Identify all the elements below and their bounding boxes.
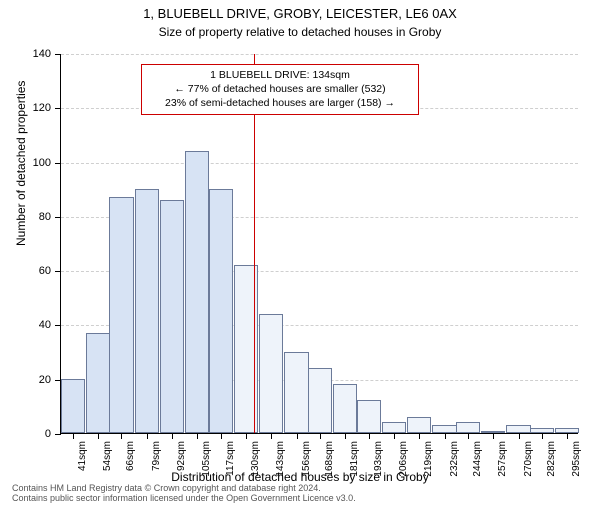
footer-line-2: Contains public sector information licen… <box>12 494 356 504</box>
histogram-bar <box>333 384 357 433</box>
x-tick <box>197 433 198 439</box>
y-axis-title: Number of detached properties <box>14 81 28 246</box>
x-tick <box>271 433 272 439</box>
y-tick <box>55 271 61 272</box>
x-tick <box>345 433 346 439</box>
histogram-bar <box>456 422 480 433</box>
annotation-line-1: 1 BLUEBELL DRIVE: 134sqm <box>148 68 412 82</box>
y-tick-label: 80 <box>39 211 51 223</box>
histogram-bar <box>407 417 431 433</box>
x-tick-label: 79sqm <box>151 441 162 471</box>
y-tick-label: 20 <box>39 374 51 386</box>
x-tick <box>369 433 370 439</box>
y-tick <box>55 217 61 218</box>
plot-area: 02040608010012014041sqm54sqm66sqm79sqm92… <box>60 54 578 434</box>
y-tick-label: 100 <box>33 157 51 169</box>
histogram-bar <box>86 333 110 433</box>
histogram-bar <box>209 189 233 433</box>
page-title: 1, BLUEBELL DRIVE, GROBY, LEICESTER, LE6… <box>0 6 600 23</box>
x-tick <box>320 433 321 439</box>
x-tick <box>98 433 99 439</box>
x-tick-label: 54sqm <box>102 441 113 471</box>
histogram-bar <box>308 368 332 433</box>
x-tick <box>246 433 247 439</box>
y-tick <box>55 163 61 164</box>
x-tick <box>297 433 298 439</box>
gridline <box>61 163 578 164</box>
x-tick <box>468 433 469 439</box>
y-tick <box>55 54 61 55</box>
y-tick-label: 140 <box>33 48 51 60</box>
x-tick <box>493 433 494 439</box>
histogram-bar <box>432 425 456 433</box>
x-tick <box>542 433 543 439</box>
y-tick <box>55 108 61 109</box>
histogram-bar <box>109 197 133 433</box>
gridline <box>61 54 578 55</box>
x-tick <box>519 433 520 439</box>
x-tick-label: 92sqm <box>176 441 187 471</box>
histogram-bar <box>61 379 85 433</box>
x-tick <box>172 433 173 439</box>
footer-attribution: Contains HM Land Registry data © Crown c… <box>12 484 356 504</box>
x-tick <box>394 433 395 439</box>
x-tick-label: 41sqm <box>77 441 88 471</box>
page-subtitle: Size of property relative to detached ho… <box>0 25 600 39</box>
histogram-bar <box>185 151 209 433</box>
x-tick <box>567 433 568 439</box>
x-tick <box>121 433 122 439</box>
histogram-bar <box>506 425 530 433</box>
x-tick-label: 66sqm <box>125 441 136 471</box>
x-tick <box>445 433 446 439</box>
y-tick <box>55 434 61 435</box>
annotation-line-3: 23% of semi-detached houses are larger (… <box>148 96 412 110</box>
x-tick <box>147 433 148 439</box>
x-tick <box>221 433 222 439</box>
histogram-bar <box>382 422 406 433</box>
histogram-bar <box>259 314 283 433</box>
y-tick <box>55 325 61 326</box>
annotation-box: 1 BLUEBELL DRIVE: 134sqm← 77% of detache… <box>141 64 419 115</box>
histogram-bar <box>357 400 381 433</box>
x-tick <box>73 433 74 439</box>
histogram-bar <box>160 200 184 433</box>
annotation-line-2: ← 77% of detached houses are smaller (53… <box>148 82 412 96</box>
y-tick-label: 60 <box>39 265 51 277</box>
histogram-chart: 02040608010012014041sqm54sqm66sqm79sqm92… <box>60 54 578 434</box>
y-tick-label: 120 <box>33 102 51 114</box>
y-tick-label: 0 <box>45 428 51 440</box>
histogram-bar <box>284 352 308 433</box>
x-axis-title: Distribution of detached houses by size … <box>0 470 600 484</box>
histogram-bar <box>135 189 159 433</box>
x-tick <box>419 433 420 439</box>
y-tick-label: 40 <box>39 319 51 331</box>
